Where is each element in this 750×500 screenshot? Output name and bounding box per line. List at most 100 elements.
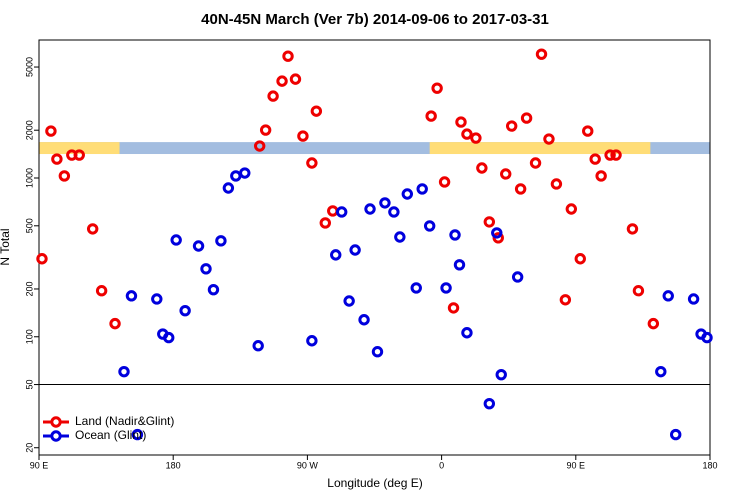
data-point [440,282,452,294]
data-point [118,365,130,378]
plot-frame [38,39,711,456]
data-point [179,304,191,317]
data-point [222,182,235,194]
data-point [610,149,622,161]
land-band [39,142,120,155]
data-point [543,133,555,145]
data-point [670,428,682,441]
x-tick-label: 0 [439,460,444,470]
data-point [655,365,667,378]
data-point [95,285,108,297]
data-point [529,157,542,169]
data-point [310,105,323,117]
y-tick-label: 500 [24,218,34,233]
data-point [701,331,713,344]
data-point [687,293,700,305]
data-point [438,176,451,188]
data-point [364,203,376,215]
data-point [455,116,467,128]
data-point [297,130,309,142]
y-axis-label: N Total [0,228,12,265]
data-point [259,124,272,136]
data-point [511,271,524,283]
y-tick-label: 1000 [24,168,34,188]
data-point [470,132,482,144]
data-point [550,178,563,190]
data-point [476,162,488,174]
x-tick-label: 90 E [30,460,49,470]
data-point [388,206,400,218]
data-point [574,253,586,265]
data-point [423,220,436,232]
data-point [453,259,466,271]
x-axis-label: Longitude (deg E) [327,476,422,490]
y-tick-label: 50 [24,380,34,390]
data-point [131,428,144,441]
data-point [125,290,138,302]
data-point [207,283,220,296]
x-tick-label: 90 W [297,460,319,470]
legend-marker [50,430,62,442]
data-point [371,346,384,358]
legend-label: Land (Nadir&Glint) [75,414,174,428]
data-point [192,240,205,252]
data-point [306,335,318,347]
data-point [589,153,601,165]
data-point [514,183,527,195]
data-point [36,253,48,265]
data-point [327,205,339,217]
x-tick-label: 180 [166,460,181,470]
data-point [267,90,279,102]
data-point [520,112,533,124]
data-point [662,290,674,302]
data-point [253,140,266,152]
y-tick-label: 20 [24,443,34,453]
data-point [151,293,163,305]
data-point [647,317,660,330]
data-point [535,48,548,60]
data-point [379,197,391,209]
data-point [343,295,355,307]
data-point [51,153,63,165]
data-point [461,327,473,339]
data-point [500,168,512,180]
y-tick-label: 5000 [24,57,34,77]
data-point [335,206,348,218]
data-point [282,50,294,62]
data-point [565,203,578,215]
data-point [330,249,342,261]
data-point [163,331,175,344]
y-tick-label: 200 [24,281,34,296]
data-point [73,149,85,161]
data-point [425,110,437,122]
data-point [449,229,461,241]
data-point [230,170,242,182]
y-tick-label: 2000 [24,120,34,140]
data-point [394,231,406,243]
data-point [483,216,496,228]
data-point [431,82,443,94]
data-point [45,125,57,137]
data-point [319,217,331,229]
legend-label: Ocean (Glint) [75,428,146,442]
chart-title: 40N-45N March (Ver 7b) 2014-09-06 to 201… [201,11,549,28]
data-point [595,170,607,182]
data-point [495,368,507,381]
data-point [289,73,302,85]
data-point [632,285,645,297]
data-point [58,170,71,182]
data-point [276,75,288,87]
data-point [252,340,264,352]
data-point [410,282,422,294]
x-tick-label: 90 E [567,460,586,470]
data-point [306,157,318,169]
data-point [582,125,594,137]
data-point [170,234,182,246]
x-tick-label: 180 [702,460,717,470]
data-point [86,223,99,235]
data-point [505,120,518,132]
data-point [109,317,121,330]
data-point [604,149,616,161]
data-point [215,235,227,247]
